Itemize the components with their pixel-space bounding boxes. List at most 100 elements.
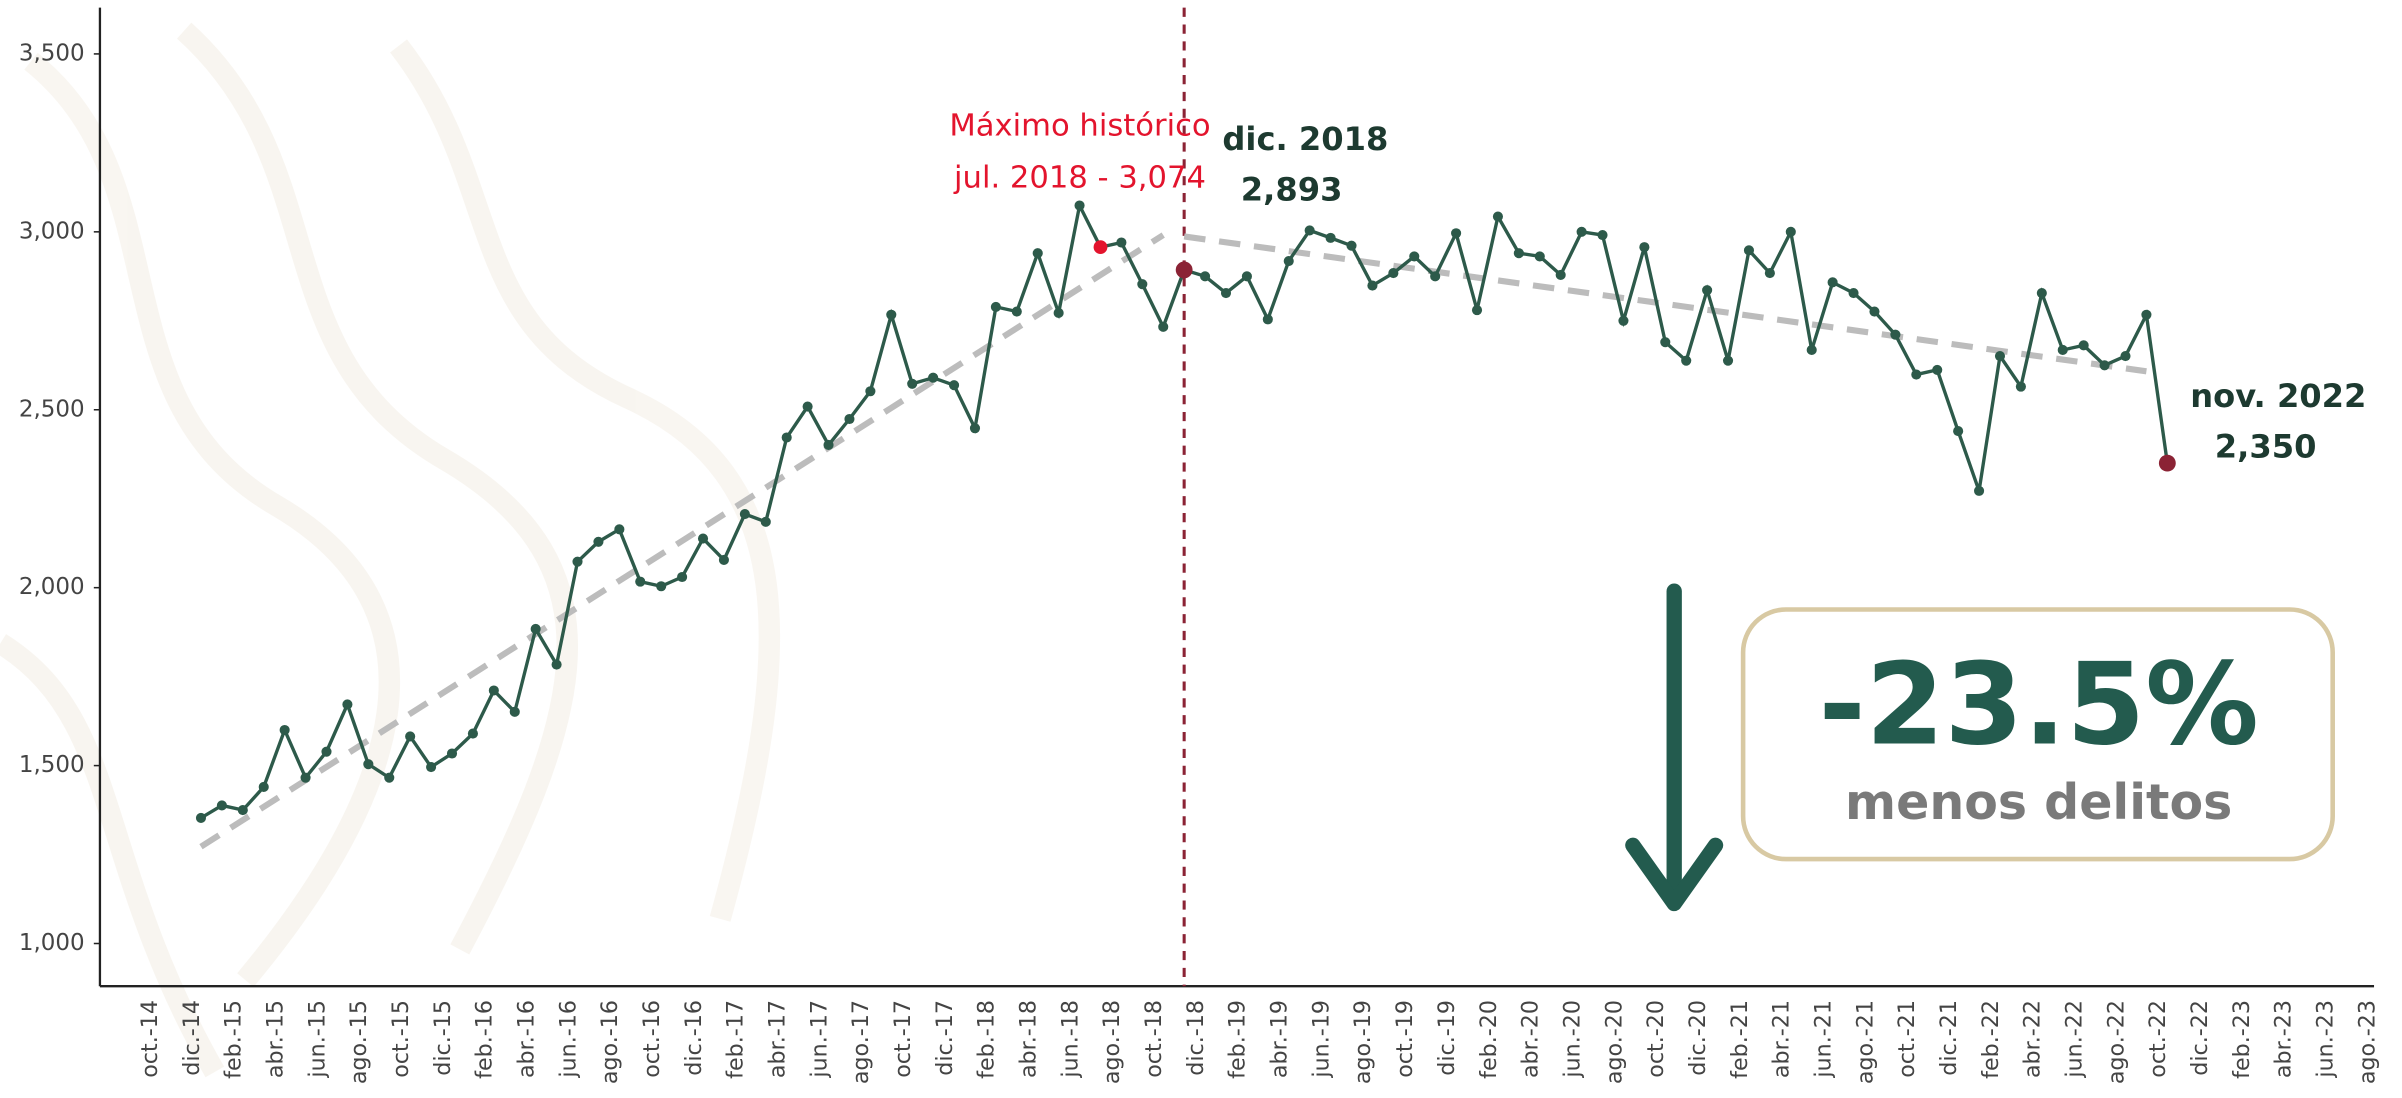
data-point (1471, 305, 1483, 316)
x-tick-label: jun.-18 (1057, 1000, 1083, 1079)
data-point (1158, 321, 1169, 332)
x-tick-label: ago.-19 (1350, 1000, 1376, 1084)
x-tick-label: jun.-22 (2061, 1000, 2087, 1079)
data-point (1513, 248, 1524, 259)
data-point (739, 508, 750, 520)
callout-text: menos delitos (1845, 774, 2232, 831)
highlight-point (1175, 261, 1193, 279)
data-point (363, 759, 374, 770)
data-point (446, 748, 458, 759)
data-point (969, 423, 981, 434)
data-point (321, 746, 332, 757)
x-tick-label: abr.-19 (1267, 1000, 1293, 1078)
annotation-text: jul. 2018 - 3,074 (953, 161, 1206, 196)
highlight-point (1093, 240, 1108, 255)
data-point (1409, 251, 1420, 262)
data-point (802, 401, 813, 412)
x-tick-label: jun.-15 (304, 1000, 330, 1079)
data-point (823, 439, 834, 451)
data-point (2120, 350, 2131, 362)
arrow-head (1625, 837, 1724, 912)
x-tick-label: oct.-15 (388, 1000, 414, 1078)
x-tick-label: ago.-16 (597, 1000, 623, 1084)
data-point (1346, 240, 1357, 251)
callout-value: -23.5% (1819, 638, 2259, 770)
data-point (1011, 306, 1022, 317)
annotation-text: 2,350 (2215, 428, 2317, 466)
data-point (467, 728, 478, 739)
x-tick-label: dic.-18 (1183, 1000, 1209, 1076)
x-tick-label: abr.-16 (514, 1000, 540, 1078)
data-point (1304, 225, 1315, 236)
x-tick-label: oct.-22 (2145, 1000, 2171, 1078)
x-tick-label: feb.-19 (1225, 1000, 1251, 1079)
data-point (1953, 426, 1964, 437)
data-point (1785, 226, 1796, 237)
data-point (1869, 306, 1880, 317)
data-point (1241, 271, 1252, 282)
x-tick-label: jun.-17 (806, 1000, 832, 1079)
x-tick-label: oct.-21 (1894, 1000, 1920, 1078)
y-tick-label: 2,000 (19, 574, 85, 600)
x-tick-label: abr.-23 (2271, 1000, 2297, 1078)
trend-line (1183, 233, 2147, 375)
data-point (1262, 314, 1273, 325)
x-tick-label: jun.-16 (555, 1000, 581, 1079)
data-point (614, 524, 625, 535)
data-point (697, 533, 709, 544)
data-point (1137, 279, 1148, 290)
data-point (1283, 255, 1294, 267)
data-point (1722, 355, 1734, 366)
x-tick-label: ago.-22 (2103, 1000, 2129, 1084)
x-tick-label: oct.-19 (1392, 1000, 1418, 1078)
data-point (907, 378, 918, 389)
x-tick-label: feb.-18 (974, 1000, 1000, 1079)
x-tick-label: abr.-15 (262, 1000, 288, 1078)
data-point (1116, 237, 1127, 248)
x-tick-label: feb.-21 (1727, 1000, 1753, 1079)
annotation-text: Máximo histórico (949, 109, 1210, 144)
x-tick-label: jun.-19 (1308, 1000, 1334, 1079)
data-point (300, 772, 311, 783)
data-point (1074, 200, 1085, 211)
data-point (1492, 211, 1503, 222)
x-tick-label: feb.-17 (723, 1000, 749, 1079)
x-tick-label: oct.-16 (639, 1000, 665, 1078)
x-tick-label: ago.-21 (1852, 1000, 1878, 1084)
data-point (216, 800, 227, 811)
down-arrow (1625, 583, 1724, 912)
x-tick-label: dic.-14 (179, 1000, 205, 1076)
data-point (677, 571, 688, 583)
data-point (530, 623, 541, 635)
x-tick-label: dic.-19 (1434, 1000, 1460, 1076)
data-point (718, 554, 729, 565)
data-point (1597, 229, 1608, 241)
data-point (1325, 232, 1336, 243)
data-point (1451, 228, 1462, 239)
x-tick-label: ago.-18 (1099, 1000, 1125, 1084)
data-point (572, 556, 583, 567)
data-point (1911, 369, 1922, 380)
x-tick-label: feb.-15 (221, 1000, 247, 1079)
data-point (990, 301, 1001, 312)
data-point (865, 386, 876, 397)
data-point (1764, 268, 1775, 279)
x-tick-label: abr.-18 (1016, 1000, 1042, 1078)
watermark-curve (24, 52, 401, 987)
y-tick-label: 2,500 (19, 396, 85, 422)
data-point (781, 432, 792, 443)
data-point (1032, 248, 1043, 259)
data-point (488, 685, 499, 696)
data-point (1994, 350, 2006, 362)
x-tick-label: abr.-20 (1518, 1000, 1544, 1078)
data-point (1053, 307, 1064, 319)
callout-box (1740, 607, 2335, 862)
data-point (656, 581, 667, 592)
data-point (1534, 251, 1545, 262)
watermark (0, 22, 781, 1078)
x-tick-label: dic.-15 (430, 1000, 456, 1076)
data-point (258, 781, 269, 792)
x-tick-label: jun.-20 (1559, 1000, 1585, 1079)
x-tick-label: feb.-22 (1978, 1000, 2004, 1079)
callout: -23.5% menos delitos (1740, 607, 2335, 862)
